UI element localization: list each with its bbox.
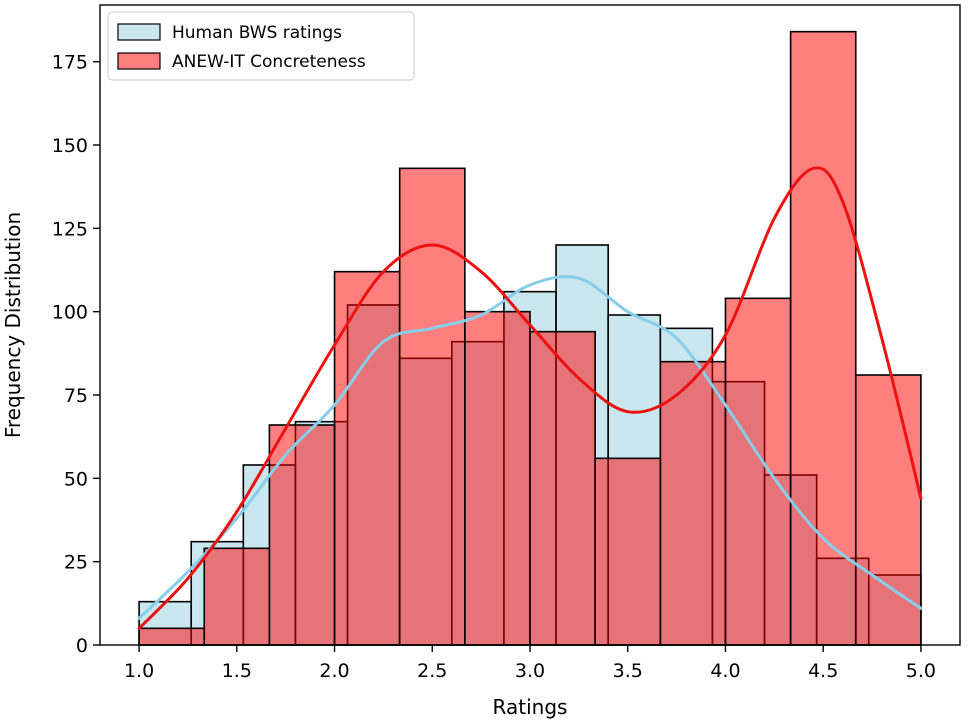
- bar-series1-bin0: [138, 627, 206, 646]
- legend-swatch-anew-it: [117, 52, 161, 70]
- x-axis: 1.0 1.5 2.0 2.5 3.0 3.5 4.0 4.5 5.0: [124, 645, 936, 682]
- y-tick-label: 150: [52, 135, 88, 157]
- y-axis-title: Frequency Distribution: [1, 212, 25, 438]
- bar-series1-bin4: [398, 167, 466, 646]
- kde-line-series0: [137, 275, 923, 620]
- y-tick-label: 175: [52, 52, 88, 74]
- y-tick-label: 75: [64, 385, 88, 407]
- x-tick-label: 3.0: [515, 660, 545, 682]
- legend-label-anew-it: ANEW-IT Concreteness: [172, 52, 366, 72]
- y-axis: 0 25 50 75 100 125 150 175: [52, 52, 100, 657]
- legend: Human BWS ratings ANEW-IT Concreteness: [107, 11, 415, 81]
- legend-swatch-human-bws: [117, 23, 161, 41]
- x-tick-label: 1.0: [124, 660, 154, 682]
- kde-line-series1: [137, 166, 923, 630]
- x-tick-label: 3.5: [613, 660, 643, 682]
- bar-series1-bin2: [268, 424, 336, 646]
- bar-series1-bin3: [333, 270, 401, 646]
- x-tick-label: 1.5: [222, 660, 252, 682]
- bar-series1-bin9: [724, 297, 792, 646]
- legend-box: [107, 11, 415, 81]
- x-tick-label: 5.0: [906, 660, 936, 682]
- bar-series1-bin7: [594, 457, 662, 646]
- kde-layer: [137, 166, 923, 630]
- y-tick-label: 125: [52, 218, 88, 240]
- x-axis-title: Ratings: [493, 695, 568, 719]
- bar-series1-bin6: [529, 330, 596, 646]
- x-tick-label: 2.5: [417, 660, 447, 682]
- legend-label-human-bws: Human BWS ratings: [172, 23, 342, 43]
- bar-series1-bin11: [854, 374, 922, 646]
- bar-series1-bin5: [464, 310, 531, 646]
- y-tick-label: 100: [52, 302, 88, 324]
- x-tick-label: 2.0: [319, 660, 349, 682]
- x-tick-label: 4.5: [808, 660, 838, 682]
- bar-series1-bin8: [659, 360, 727, 646]
- bar-series1-bin1: [203, 547, 271, 646]
- y-tick-label: 50: [64, 468, 88, 490]
- x-tick-label: 4.0: [710, 660, 740, 682]
- bar-series1-bin10: [789, 30, 857, 646]
- y-tick-label: 0: [76, 635, 88, 657]
- y-tick-label: 25: [64, 552, 88, 574]
